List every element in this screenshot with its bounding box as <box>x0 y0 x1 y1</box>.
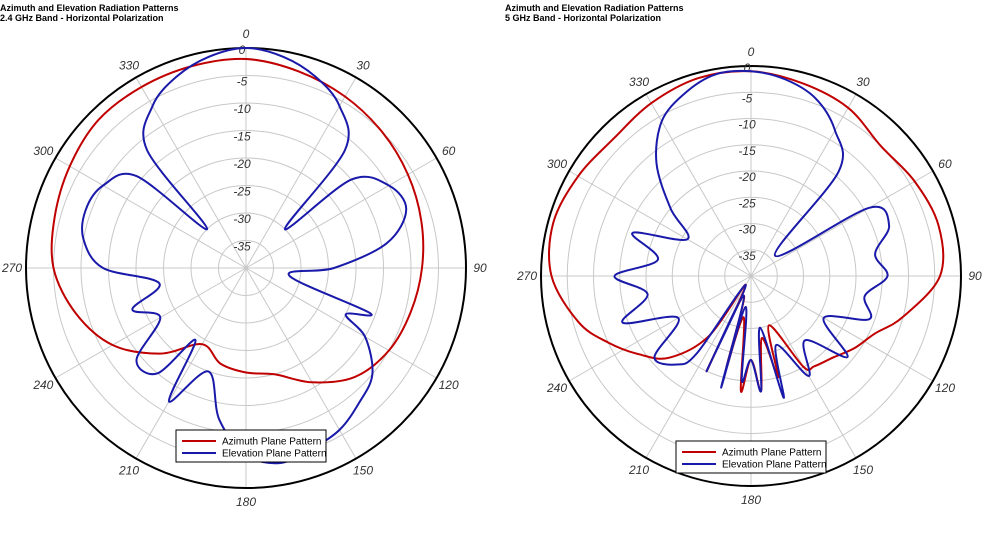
polar-chart-1: 0 30 60 90 120 150 180 210 240 270 300 330 0 -5 -10 -15… <box>1 27 487 509</box>
grid-spoke <box>568 170 752 277</box>
polar-chart-2: 0 30 60 90 120 150 180 210 240 270 300 330 0 -5 -10 -15… <box>516 45 982 507</box>
radial-tick-label: -35 <box>233 240 251 254</box>
radial-tick-label: -20 <box>233 157 251 171</box>
chart-2-title: Azimuth and Elevation Radiation Patterns… <box>505 3 684 23</box>
angle-tick-label: 0 <box>748 45 755 59</box>
radial-tick-label: 0 <box>239 43 246 57</box>
grid-spoke <box>245 77 357 269</box>
angle-tick-label: 30 <box>856 75 870 89</box>
grid-spoke <box>245 267 437 379</box>
radial-tick-label: -20 <box>738 170 756 184</box>
angle-tick-label: 240 <box>32 378 53 392</box>
angle-tick-label: 210 <box>118 464 139 478</box>
outer-ring <box>540 65 962 487</box>
series-line-azimuth-plane-pattern <box>548 70 945 393</box>
radial-tick-label: -10 <box>738 118 756 132</box>
angle-tick-label: 300 <box>33 144 53 158</box>
angle-tick-label: 150 <box>853 463 873 477</box>
series-line-elevation-plane-pattern <box>613 69 891 399</box>
radial-tick-label: -30 <box>738 223 756 237</box>
legend-entry: Elevation Plane Pattern <box>222 449 327 460</box>
angle-tick-label: 300 <box>547 157 567 171</box>
angle-tick-label: 90 <box>968 269 982 283</box>
angle-tick-label: 330 <box>629 75 649 89</box>
chart-1-title: Azimuth and Elevation Radiation Patterns… <box>0 3 179 23</box>
angle-tick-label: 270 <box>1 261 22 275</box>
grid-spoke <box>245 267 357 459</box>
radial-tick-label: -15 <box>738 144 756 158</box>
grid-spoke <box>750 93 857 277</box>
radial-tick-label: -35 <box>738 249 756 263</box>
series-line-azimuth-plane-pattern <box>50 57 425 384</box>
angle-tick-label: 120 <box>935 381 955 395</box>
legend-entry: Azimuth Plane Pattern <box>722 448 822 459</box>
radial-tick-label: -25 <box>233 185 251 199</box>
radial-tick-label: -5 <box>742 91 753 105</box>
angle-tick-label: 150 <box>353 464 373 478</box>
radial-tick-label: -25 <box>738 196 756 210</box>
chart-2-subtitle: 5 GHz Band - Horizontal Polarization <box>505 13 662 23</box>
angle-tick-label: 0 <box>243 27 250 41</box>
grid-spoke <box>750 275 934 382</box>
grid-spoke <box>55 157 247 269</box>
grid-spoke <box>645 93 752 277</box>
legend-entry: Azimuth Plane Pattern <box>222 437 322 448</box>
angle-tick-label: 60 <box>938 157 952 171</box>
grid-spoke <box>135 267 247 459</box>
angle-tick-label: 330 <box>119 58 139 72</box>
chart-2-title-line: Azimuth and Elevation Radiation Patterns <box>505 3 684 13</box>
radial-tick-label: -10 <box>233 102 251 116</box>
angle-tick-label: 210 <box>628 463 649 477</box>
angle-tick-label: 180 <box>741 493 761 507</box>
angle-tick-label: 270 <box>516 269 537 283</box>
radial-tick-label: -30 <box>233 212 251 226</box>
chart-1-title-line: Azimuth and Elevation Radiation Patterns <box>0 3 179 13</box>
grid-spoke <box>568 275 752 382</box>
radial-tick-label: 0 <box>744 61 751 75</box>
grid-spoke <box>645 275 752 459</box>
radial-tick-label: -15 <box>233 130 251 144</box>
chart-1-subtitle: 2.4 GHz Band - Horizontal Polarization <box>0 13 164 23</box>
angle-tick-label: 120 <box>439 378 459 392</box>
legend-entry: Elevation Plane Pattern <box>722 460 827 471</box>
angle-tick-label: 60 <box>442 144 456 158</box>
legend-box <box>175 429 327 463</box>
legend-box <box>675 440 827 474</box>
angle-tick-label: 180 <box>236 495 256 509</box>
grid-spoke <box>750 170 934 277</box>
angle-tick-label: 30 <box>356 58 370 72</box>
radial-tick-label: -5 <box>237 75 248 89</box>
grid-spoke <box>135 77 247 269</box>
angle-tick-label: 90 <box>473 261 487 275</box>
grid-spoke <box>55 267 247 379</box>
angle-tick-label: 240 <box>546 381 567 395</box>
grid-spoke <box>245 157 437 269</box>
